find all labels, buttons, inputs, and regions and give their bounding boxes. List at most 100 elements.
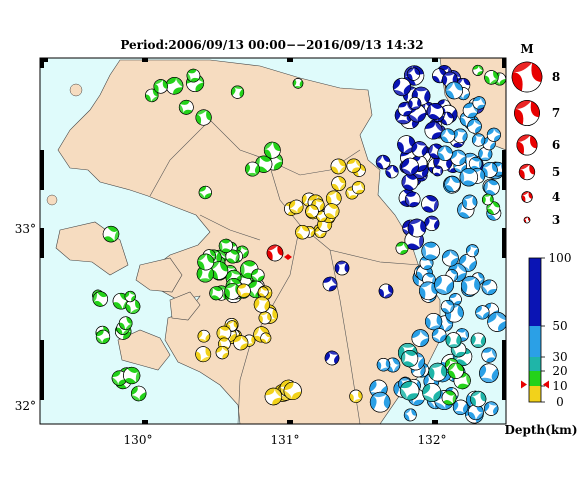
depth-band [529, 357, 541, 371]
depth-band [529, 371, 541, 386]
earthquake-beachball [165, 77, 184, 95]
earthquake-beachball [251, 268, 265, 283]
magnitude-legend-label: 8 [552, 70, 560, 84]
earthquake-beachball [424, 121, 443, 140]
earthquake-beachball [245, 161, 260, 177]
earthquake-beachball [452, 399, 469, 415]
magnitude-legend-ball [523, 216, 531, 224]
earthquake-beachball [124, 290, 136, 303]
earthquake-beachball [450, 149, 467, 166]
earthquake-beachball [233, 335, 249, 351]
earthquake-beachball [440, 128, 456, 143]
earthquake-beachball [421, 241, 441, 261]
amakusa-islands [117, 329, 171, 371]
magnitude-legend-ball [516, 134, 538, 156]
earthquake-beachball [428, 362, 448, 382]
lat-tick-33: 33° [15, 222, 36, 236]
earthquake-beachball [481, 161, 498, 178]
earthquake-beachball [292, 78, 304, 89]
earthquake-beachball [264, 387, 283, 406]
earthquake-beachball [444, 176, 461, 193]
lon-tick-131: 131° [271, 433, 300, 447]
earthquake-beachball [92, 291, 109, 307]
earthquake-beachball [462, 194, 478, 210]
earthquake-beachball [95, 329, 111, 344]
earthquake-beachball [215, 346, 229, 360]
magnitude-legend-ball [514, 100, 540, 126]
earthquake-beachball [395, 241, 409, 255]
earthquake-beachball [378, 283, 394, 299]
map-area [39, 57, 507, 425]
earthquake-beachball [467, 119, 482, 134]
earthquake-events [92, 64, 506, 424]
earthquake-beachball [431, 328, 447, 343]
earthquake-beachball [440, 300, 455, 314]
earthquake-beachball [346, 158, 361, 173]
frame-ticks [40, 58, 506, 424]
depth-tick-label: 0 [556, 395, 564, 409]
earthquake-beachball [369, 391, 391, 413]
earthquake-beachball [331, 176, 347, 192]
kyushu-land [57, 59, 441, 424]
island [69, 83, 83, 97]
earthquake-beachball [481, 193, 494, 206]
depth-tick-label: 50 [552, 319, 567, 333]
magnitude-legend-ball [511, 61, 543, 93]
depth-band [529, 326, 541, 357]
depth-bar-frame [528, 257, 542, 403]
magnitude-legend-label: 3 [552, 213, 560, 227]
earthquake-beachball [470, 332, 486, 348]
earthquake-beachball [153, 79, 168, 94]
earthquake-beachball [452, 128, 468, 144]
earthquake-beachball [441, 390, 457, 406]
map-title: Period:2006/09/13 00:00−−2016/09/13 14:3… [120, 38, 423, 52]
earthquake-beachball [145, 88, 159, 103]
mainshock-beachball [266, 244, 284, 262]
earthquake-beachball [407, 218, 427, 238]
earthquake-beachball [111, 370, 128, 386]
earthquake-beachball [258, 311, 272, 325]
earthquake-beachball [408, 97, 422, 110]
earthquake-beachball [209, 286, 224, 301]
earthquake-beachball [472, 96, 486, 110]
earthquake-beachball [118, 316, 133, 331]
earthquake-beachball [484, 401, 499, 416]
earthquake-beachball [401, 173, 419, 191]
earthquake-beachball [323, 203, 340, 219]
earthquake-beachball [481, 279, 498, 296]
island [46, 194, 58, 206]
magnitude-legend: M 8 7 6 5 4 3 [511, 42, 560, 227]
earthquake-beachball [445, 81, 464, 100]
earthquake-beachball [376, 358, 391, 372]
earthquake-beachball [487, 311, 506, 332]
depth-tick-label: 30 [552, 350, 567, 364]
earthquake-beachball [218, 238, 233, 253]
depth-band [529, 386, 541, 402]
depth-band [529, 258, 541, 326]
earthquake-beachball [334, 260, 350, 276]
magnitude-legend-title: M [520, 42, 533, 56]
magnitude-legend-label: 5 [552, 165, 560, 179]
earthquake-beachball [434, 274, 455, 295]
earthquake-beachball [475, 305, 490, 320]
mainshock-marker-icon [284, 254, 292, 260]
earthquake-beachball [486, 127, 501, 142]
earthquake-beachball [470, 390, 487, 408]
earthquake-beachball [289, 199, 304, 215]
earthquake-beachball [225, 249, 240, 264]
earthquake-beachball [459, 167, 478, 187]
earthquake-beachball [257, 286, 269, 298]
earthquake-beachball [401, 157, 419, 176]
earthquake-beachball [253, 296, 270, 313]
earthquake-beachball [403, 408, 417, 422]
depth-scale-label: Depth(km) [504, 423, 577, 437]
earthquake-beachball [465, 244, 479, 258]
earthquake-beachball [406, 67, 421, 81]
earthquake-beachball [349, 389, 363, 403]
earthquake-beachball [197, 253, 215, 271]
earthquake-beachball [195, 109, 212, 126]
earthquake-beachball [330, 158, 347, 175]
earthquake-beachball [283, 381, 302, 400]
earthquake-beachball [209, 261, 229, 280]
earthquake-beachball [484, 70, 499, 85]
